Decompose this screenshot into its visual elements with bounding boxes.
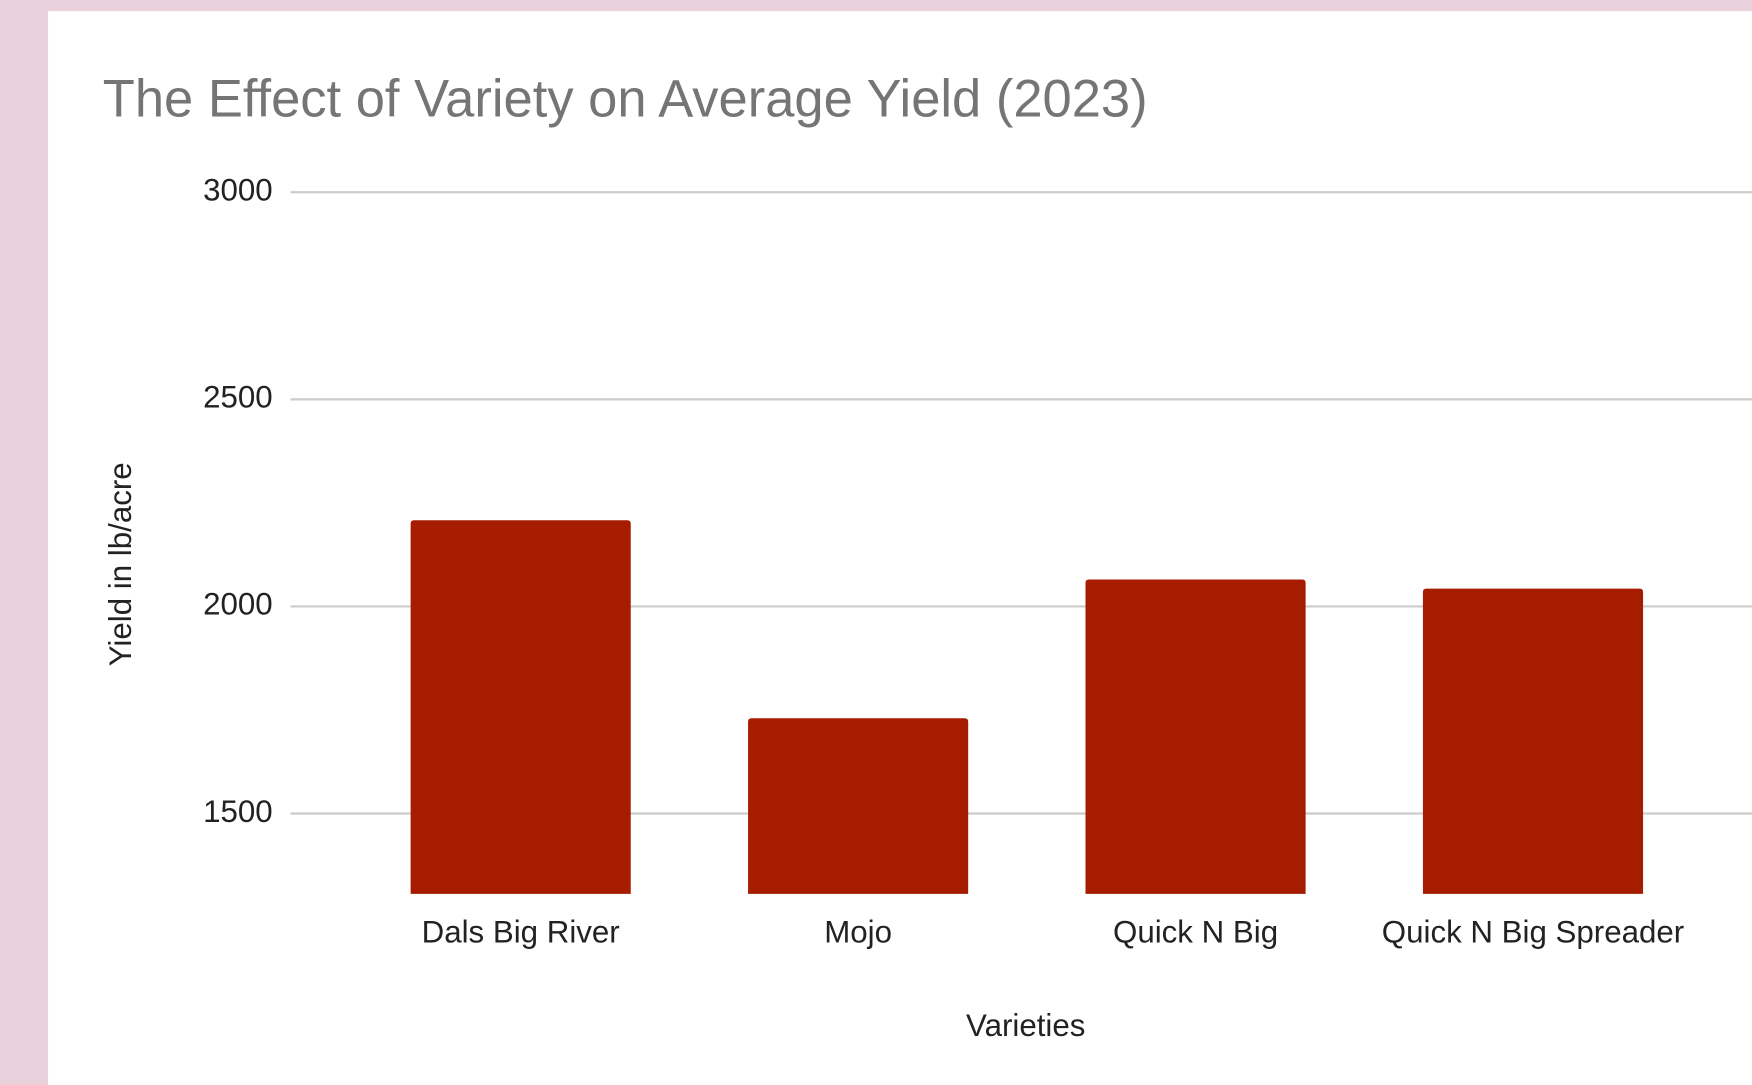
y-tick-label: 3000 bbox=[203, 172, 273, 207]
y-tick-label: 2500 bbox=[203, 380, 273, 415]
bar bbox=[1422, 588, 1644, 894]
bar bbox=[410, 520, 631, 894]
x-tick-label: Mojo bbox=[824, 914, 892, 949]
y-tick-label: 1500 bbox=[203, 794, 273, 829]
chart-title: The Effect of Variety on Average Yield (… bbox=[103, 70, 1148, 129]
bar bbox=[1085, 579, 1306, 894]
x-tick-label: Quick N Big Spreader bbox=[1382, 914, 1684, 949]
x-tick-label: Quick N Big bbox=[1113, 914, 1278, 949]
x-tick-label: Dals Big River bbox=[422, 914, 620, 949]
y-axis-label: Yield in lb/acre bbox=[103, 462, 138, 666]
chart-panel bbox=[48, 11, 1752, 1085]
y-tick-label: 2000 bbox=[203, 587, 273, 622]
bar bbox=[748, 718, 969, 894]
x-axis-label: Varieties bbox=[966, 1008, 1085, 1043]
bars: Dals Big River Mojo Quick N Big Quick N Big… bbox=[410, 520, 1684, 949]
